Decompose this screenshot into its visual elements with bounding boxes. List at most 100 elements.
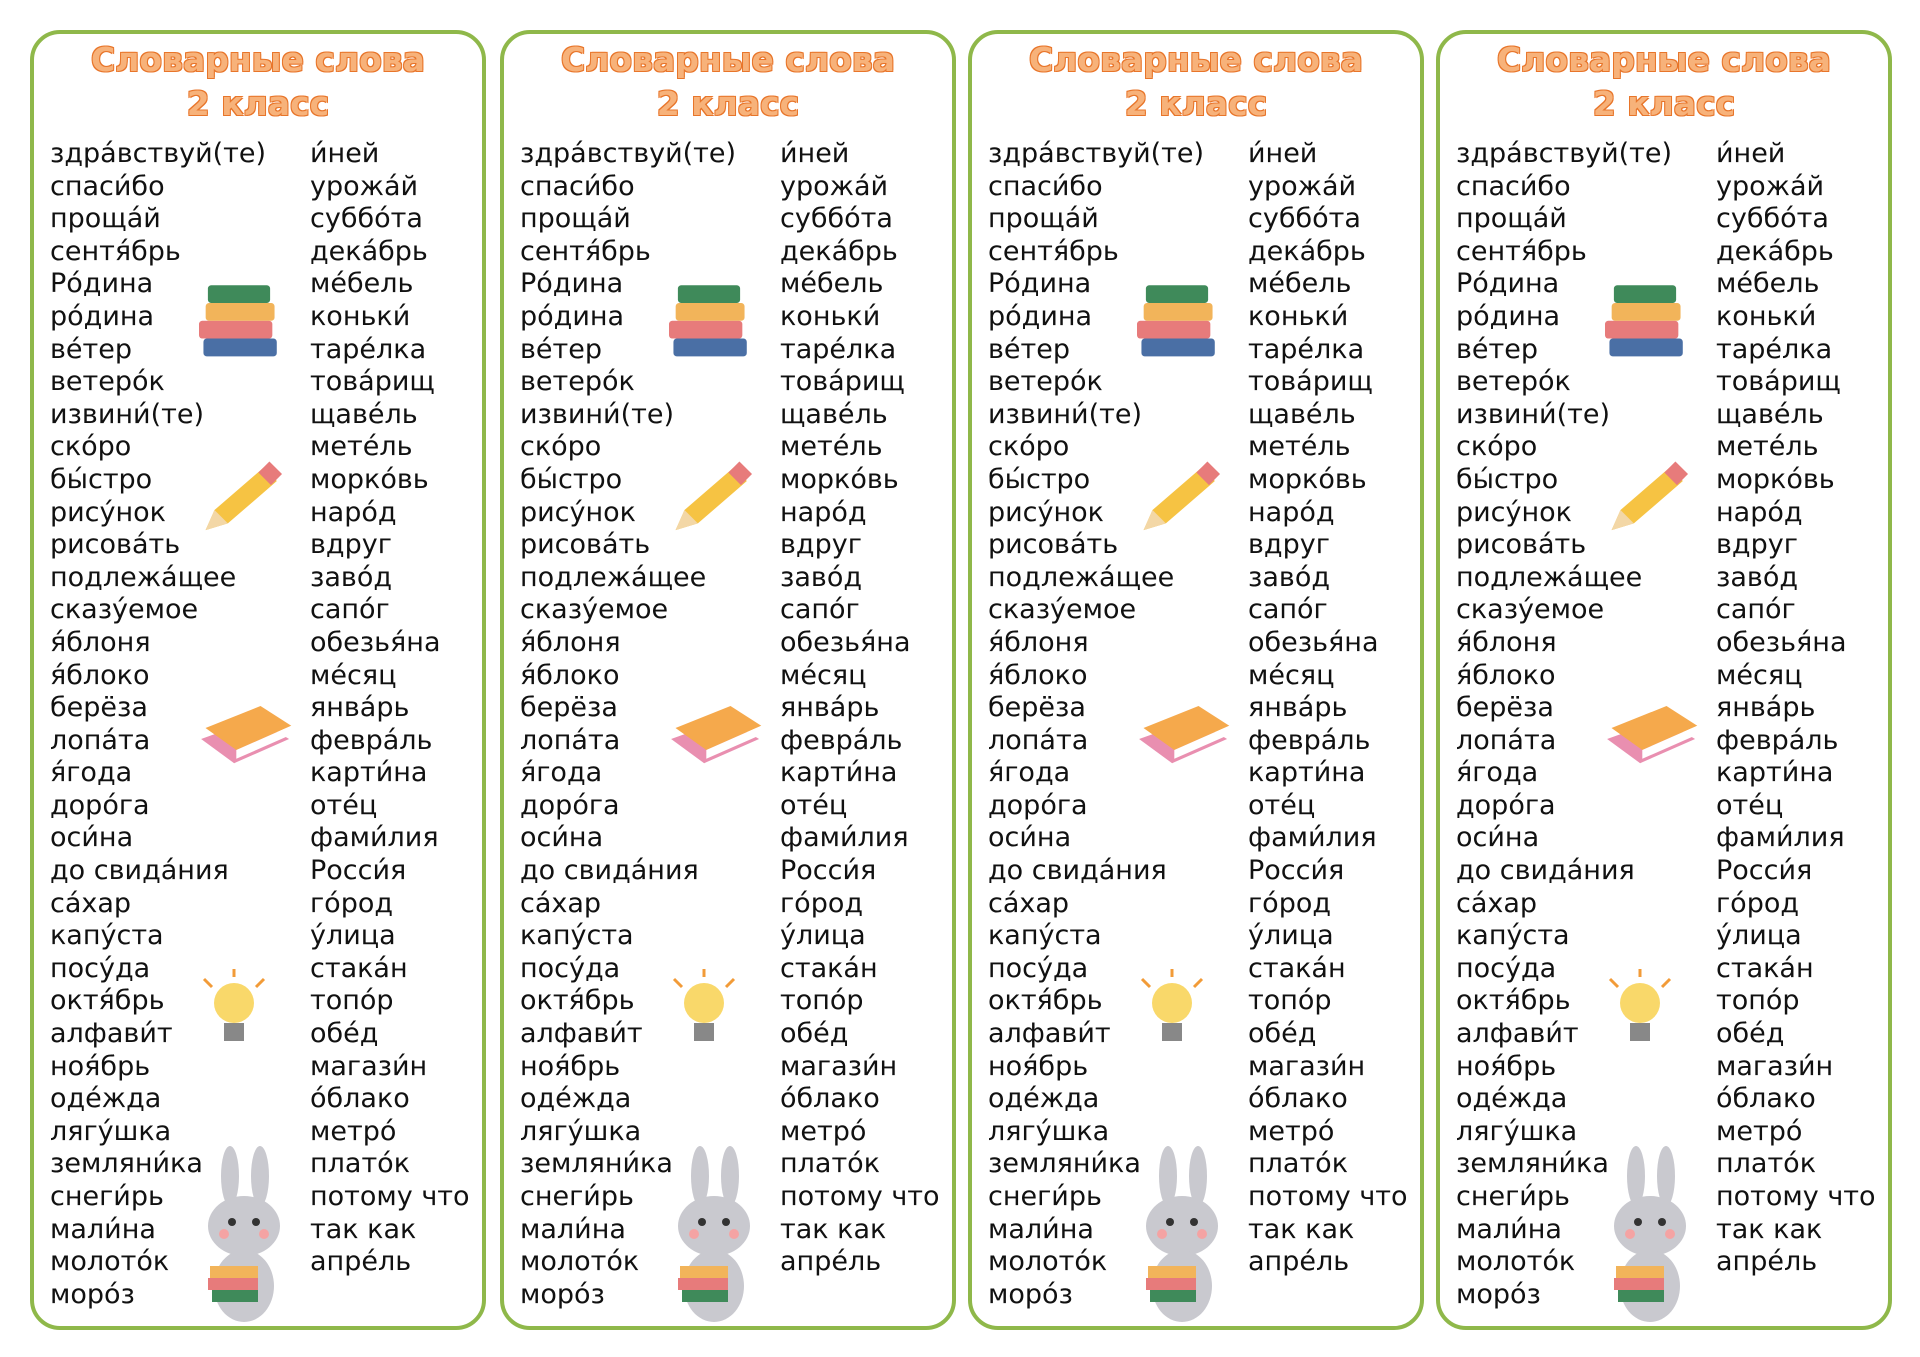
subtitle: 2 класс [656, 84, 800, 123]
word: коньки́ [1716, 300, 1817, 332]
word: вдруг [780, 529, 862, 561]
word: ско́ро [1456, 431, 1538, 463]
illustration [1132, 283, 1222, 367]
word: го́род [1248, 887, 1332, 919]
word: магази́н [1716, 1050, 1834, 1082]
word: са́хар [520, 887, 602, 919]
word: алфави́т [50, 1018, 173, 1050]
word: моро́з [50, 1278, 135, 1310]
word: извини́(те) [1456, 398, 1610, 430]
word: ме́сяц [310, 659, 397, 691]
word: обезья́на [310, 626, 441, 658]
word: ноя́брь [520, 1050, 621, 1082]
word: сказу́емое [1456, 594, 1605, 626]
word: Росси́я [1248, 855, 1345, 887]
subtitle: 2 класс [186, 84, 330, 123]
word: морко́вь [1716, 463, 1835, 495]
word: ноя́брь [50, 1050, 151, 1082]
illustration [1600, 695, 1700, 787]
word: магази́н [310, 1050, 428, 1082]
word: топо́р [1716, 985, 1800, 1017]
word: янва́рь [780, 692, 880, 724]
word: лопа́та [50, 724, 151, 756]
word: февра́ль [1248, 724, 1371, 756]
word-column: и́ней урожа́й суббо́та дека́брь ме́бель коньк… [780, 138, 940, 1279]
word: посу́да [520, 952, 621, 984]
word: потому что [1248, 1181, 1408, 1212]
word: подлежа́щее [50, 561, 237, 593]
word: ро́дина [1456, 300, 1561, 332]
word: сапо́г [780, 594, 860, 626]
word: лягу́шка [988, 1115, 1110, 1147]
word: обезья́на [1716, 626, 1847, 658]
word: мали́на [50, 1213, 156, 1245]
bookmark: Словарные слова 2 класс здра́вствуй(те) спа… [968, 30, 1424, 1330]
word: берёза [988, 692, 1086, 724]
word-column: здра́вствуй(те) спаси́бо проща́й сентя́брь Р… [520, 138, 736, 1311]
word: мали́на [1456, 1213, 1562, 1245]
word: сапо́г [310, 594, 390, 626]
word: мали́на [520, 1213, 626, 1245]
word: рисова́ть [50, 529, 181, 561]
word: капу́ста [1456, 920, 1570, 952]
word: бы́стро [988, 463, 1091, 495]
word: рисова́ть [988, 529, 1119, 561]
word: здра́вствуй(те) [50, 138, 267, 169]
word: янва́рь [310, 692, 410, 724]
word: февра́ль [780, 724, 903, 756]
word: оте́ц [780, 789, 848, 821]
word: о́блако [1248, 1083, 1348, 1115]
bookmark: Словарные слова 2 класс здра́вствуй(те) спа… [30, 30, 486, 1330]
word: я́блоня [988, 626, 1089, 658]
word: капу́ста [520, 920, 634, 952]
word: подлежа́щее [520, 561, 707, 593]
word: я́года [520, 757, 603, 789]
word: я́года [50, 757, 133, 789]
word-column: и́ней урожа́й суббо́та дека́брь ме́бель коньк… [1716, 138, 1876, 1279]
word: са́хар [1456, 887, 1538, 919]
word: рису́нок [50, 496, 166, 528]
word: Ро́дина [1456, 268, 1560, 300]
word: я́блоко [50, 659, 150, 691]
word: бы́стро [520, 463, 623, 495]
illustration [664, 283, 754, 367]
word: ско́ро [520, 431, 602, 463]
word: заво́д [780, 561, 863, 593]
word: спаси́бо [520, 170, 635, 202]
word: Росси́я [1716, 855, 1813, 887]
word: обе́д [780, 1018, 849, 1050]
word: капу́ста [50, 920, 164, 952]
word: карти́на [310, 757, 428, 789]
word: ветеро́к [988, 366, 1103, 398]
word: магази́н [1248, 1050, 1366, 1082]
subtitle: 2 класс [1124, 84, 1268, 123]
word: метро́ [310, 1115, 397, 1147]
word: ве́тер [1456, 333, 1539, 365]
word: я́года [988, 757, 1071, 789]
word: октя́брь [1456, 985, 1571, 1017]
illustration [664, 461, 754, 543]
word: ме́бель [1716, 268, 1820, 300]
word: и́ней [1248, 138, 1318, 169]
word: молото́к [520, 1246, 640, 1278]
word: ско́ро [50, 431, 132, 463]
word: ме́бель [310, 268, 414, 300]
word: са́хар [988, 887, 1070, 919]
word: проща́й [1456, 203, 1567, 235]
word: оси́на [520, 822, 604, 854]
word: спаси́бо [988, 170, 1103, 202]
word: о́блако [1716, 1083, 1816, 1115]
word: стака́н [780, 952, 878, 984]
word-column: здра́вствуй(те) спаси́бо проща́й сентя́брь Р… [1456, 138, 1672, 1311]
word: урожа́й [1716, 170, 1825, 202]
word: до свида́ния [50, 855, 229, 887]
word: оде́жда [1456, 1083, 1568, 1115]
word: ноя́брь [1456, 1050, 1557, 1082]
word: обе́д [1716, 1018, 1785, 1050]
word: това́рищ [1716, 366, 1841, 398]
word: так как [1248, 1213, 1355, 1245]
subtitle: 2 класс [1592, 84, 1736, 123]
word: морко́вь [1248, 463, 1367, 495]
word: ско́ро [988, 431, 1070, 463]
word: снеги́рь [988, 1181, 1102, 1212]
